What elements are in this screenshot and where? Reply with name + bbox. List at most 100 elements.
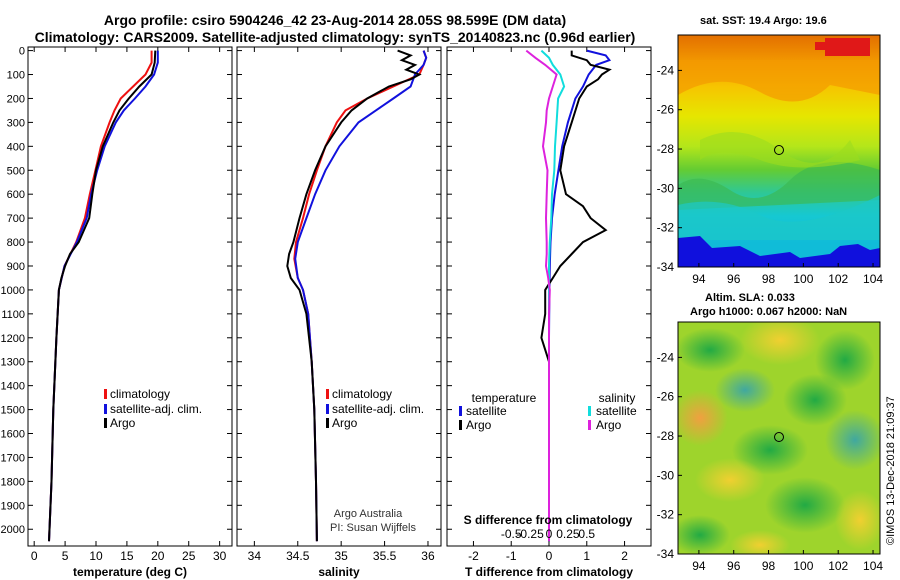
- sst-lon-label: 98: [762, 272, 776, 286]
- salinity-xlabel: salinity: [318, 565, 360, 579]
- legend-swatch: [104, 389, 107, 399]
- temperature-series-argo: [48, 50, 157, 542]
- sla-map: [678, 322, 880, 554]
- temperature-xtick-label: 10: [89, 549, 103, 563]
- legend-label: Argo: [110, 416, 136, 430]
- difference-series-argo-t-: [540, 50, 612, 542]
- legend-title-salinity: salinity: [599, 391, 636, 405]
- y-tick-label: 200: [7, 93, 25, 105]
- difference-xlabel: T difference from climatology: [465, 565, 633, 579]
- sla-lon-label: 100: [793, 559, 813, 573]
- legend-swatch: [459, 406, 462, 416]
- legend-swatch: [588, 406, 591, 416]
- sst-lon-label: 100: [793, 272, 813, 286]
- y-tick-label: 600: [7, 189, 25, 201]
- y-tick-label: 1300: [1, 357, 25, 369]
- difference-xtick-label: -1: [506, 549, 517, 563]
- legend-swatch: [326, 389, 329, 399]
- sla-lat-label: -32: [657, 508, 675, 522]
- sst-map-title: sat. SST: 19.4 Argo: 19.6: [700, 15, 827, 27]
- legend-label: climatology: [110, 387, 170, 401]
- temperature-series-climatology: [48, 50, 153, 542]
- legend-label: satellite: [596, 404, 637, 418]
- legend-label: satellite: [466, 404, 507, 418]
- legend-swatch: [104, 418, 107, 428]
- sla-argo-marker: [774, 432, 784, 443]
- sla-map-title-1: Altim. SLA: 0.033: [705, 292, 795, 304]
- legend-label: satellite-adj. clim.: [110, 402, 202, 416]
- y-tick-label: 800: [7, 237, 25, 249]
- legend-label: Argo: [596, 418, 622, 432]
- sst-lat-label: -32: [657, 221, 675, 235]
- salinity-xtick-label: 36: [421, 549, 435, 563]
- sst-lat-label: -28: [657, 142, 675, 156]
- temperature-xtick-label: 20: [151, 549, 165, 563]
- y-tick-label: 100: [7, 70, 25, 82]
- difference-series-argo-s-: [525, 49, 558, 542]
- difference-s-xtick-label: 0.5: [578, 527, 595, 541]
- sla-lon-label: 94: [692, 559, 706, 573]
- y-tick-label: 1500: [1, 405, 25, 417]
- difference-xlabel-top: S difference from climatology: [464, 513, 633, 527]
- difference-xtick-label: 1: [583, 549, 590, 563]
- legend-swatch: [588, 420, 591, 430]
- y-tick-label: 1700: [1, 452, 25, 464]
- sla-map-frame: [677, 321, 881, 555]
- sla-lat-label: -30: [657, 468, 675, 482]
- y-tick-label: 700: [7, 213, 25, 225]
- sst-lat-label: -30: [657, 181, 675, 195]
- sla-lat-label: -26: [657, 390, 675, 404]
- y-tick-label: 0: [19, 46, 25, 58]
- temperature-xtick-label: 0: [31, 549, 38, 563]
- sla-lat-label: -28: [657, 429, 675, 443]
- salinity-frame: [236, 46, 442, 547]
- salinity-xtick-label: 34.5: [286, 549, 310, 563]
- y-tick-label: 400: [7, 141, 25, 153]
- sst-map: [678, 35, 880, 267]
- y-tick-label: 1400: [1, 381, 25, 393]
- y-tick-label: 1200: [1, 333, 25, 345]
- sst-lon-label: 102: [828, 272, 848, 286]
- legend-label: Argo: [332, 416, 358, 430]
- salinity-series-argo: [286, 49, 422, 542]
- temperature-xtick-label: 15: [120, 549, 134, 563]
- salinity-xtick-label: 35.5: [373, 549, 397, 563]
- y-tick-label: 300: [7, 117, 25, 129]
- temperature-xtick-label: 5: [62, 549, 69, 563]
- sst-map-frame: [677, 34, 881, 268]
- y-tick-label: 1000: [1, 285, 25, 297]
- difference-s-xtick-label: -0.5: [501, 527, 522, 541]
- difference-xtick-label: 0: [546, 549, 553, 563]
- temperature-series-satellite-adj-clim-: [48, 50, 159, 542]
- difference-series-satellite-t-: [548, 49, 612, 542]
- y-tick-label: 1100: [1, 309, 25, 321]
- temperature-frame: [27, 46, 233, 547]
- y-tick-label: 1900: [1, 500, 25, 512]
- difference-xtick-label: -2: [468, 549, 479, 563]
- legend-swatch: [326, 418, 329, 428]
- sla-lon-label: 98: [762, 559, 776, 573]
- y-tick-label: 500: [7, 165, 25, 177]
- y-tick-label: 900: [7, 261, 25, 273]
- sst-argo-marker: [774, 145, 784, 156]
- legend-swatch: [104, 404, 107, 414]
- y-tick-label: 2000: [1, 524, 25, 536]
- sla-map-title-2: Argo h1000: 0.067 h2000: NaN: [690, 306, 848, 318]
- legend-label: climatology: [332, 387, 392, 401]
- legend-swatch: [326, 404, 329, 414]
- annotation-pi: PI: Susan Wijffels: [330, 522, 416, 534]
- salinity-xtick-label: 35: [334, 549, 348, 563]
- sla-lon-label: 102: [828, 559, 848, 573]
- legend-swatch: [459, 420, 462, 430]
- sst-lat-label: -26: [657, 103, 675, 117]
- title-line-2: Climatology: CARS2009. Satellite-adjuste…: [34, 29, 636, 45]
- difference-xtick-label: 2: [621, 549, 628, 563]
- sst-lon-label: 94: [692, 272, 706, 286]
- sst-lon-label: 104: [863, 272, 883, 286]
- difference-s-xtick-label: 0.25: [556, 527, 580, 541]
- y-tick-label: 1800: [1, 476, 25, 488]
- y-tick-label: 1600: [1, 429, 25, 441]
- sst-lon-label: 96: [727, 272, 741, 286]
- sst-lat-label: -34: [657, 260, 675, 274]
